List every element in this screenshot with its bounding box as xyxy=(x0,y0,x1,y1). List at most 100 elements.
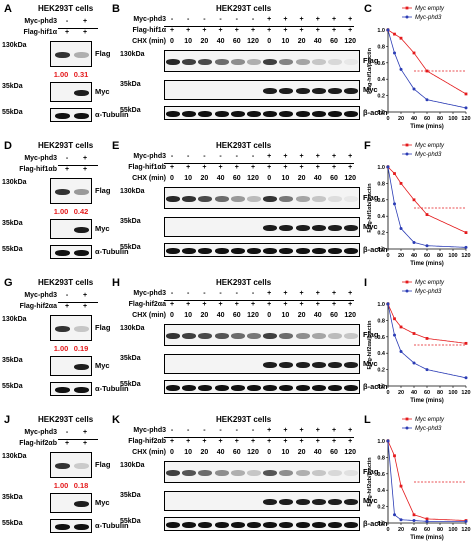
blot-strip xyxy=(164,324,360,346)
band-ratio: 1.00 xyxy=(53,207,69,216)
condition-sign: - xyxy=(235,16,238,23)
time-label: 60 xyxy=(330,175,338,182)
protein-band xyxy=(311,59,326,65)
y-tick-label: 0.0 xyxy=(377,110,385,116)
molecular-weight: 130kDa xyxy=(120,51,145,58)
band-label: Flag xyxy=(95,323,111,332)
time-label: 120 xyxy=(344,312,357,319)
data-point-myc-phd3 xyxy=(393,513,396,517)
protein-band xyxy=(295,225,310,231)
molecular-weight: 55kDa xyxy=(120,381,141,388)
protein-band xyxy=(295,248,310,254)
condition-label: Flag-hif2αb xyxy=(19,440,57,447)
coexpression-panel: G HEK293T cells Myc-phd3 - + Flag-hif2αa + +130… xyxy=(0,274,129,411)
coexpression-panel: J HEK293T cells Myc-phd3 - + Flag-hif2αb + +130… xyxy=(0,411,129,548)
protein-band xyxy=(74,189,89,195)
condition-sign: - xyxy=(203,16,206,23)
band-label: Myc xyxy=(363,85,378,94)
molecular-weight: 130kDa xyxy=(2,316,27,323)
legend-marker xyxy=(405,143,409,147)
band-label: Flag xyxy=(95,460,111,469)
protein-band xyxy=(263,333,278,339)
decay-chart-panel: L 0.0 0.2 0.4 0.6 0.8 1.0 0 20 40 60 80 100 120 Time (… xyxy=(362,411,471,548)
x-tick-label: 100 xyxy=(448,390,457,396)
y-axis-label: Flag-hif1α/β-actin xyxy=(367,47,373,93)
coexpression-panel: D HEK293T cells Myc-phd3 - + Flag-hif1αb + +130… xyxy=(0,137,129,274)
molecular-weight: 35kDa xyxy=(2,494,23,501)
molecular-weight: 55kDa xyxy=(2,383,23,390)
y-axis-label: Flag-hif2αa/β-actin xyxy=(367,320,373,370)
time-label: 120 xyxy=(247,312,259,319)
time-label: 20 xyxy=(200,312,209,319)
panel-title: HEK293T cells xyxy=(216,4,272,13)
data-point-myc-phd3 xyxy=(386,439,390,443)
protein-band xyxy=(344,111,359,117)
molecular-weight: 35kDa xyxy=(2,220,23,227)
legend-label: Myc-phd3 xyxy=(415,289,442,295)
condition-sign: + xyxy=(234,164,239,171)
condition-label: Flag-hif1αb xyxy=(19,166,57,173)
protein-band xyxy=(74,326,89,332)
time-label: 40 xyxy=(216,38,225,45)
chx-panel: K HEK293T cells Myc-phd3 Flag-hif2αb CHX (mi… xyxy=(108,411,388,548)
data-point-myc-empty xyxy=(393,317,396,321)
band-ratio: 1.00 xyxy=(53,481,69,490)
time-label: 0 xyxy=(267,38,272,45)
panel-letter: K xyxy=(112,414,120,426)
blot-strip xyxy=(164,380,360,394)
panel-letter: C xyxy=(364,3,372,15)
x-tick-label: 120 xyxy=(461,116,470,122)
time-label: 20 xyxy=(297,312,306,319)
condition-sign: + xyxy=(315,164,320,171)
protein-band xyxy=(295,362,310,368)
legend-marker xyxy=(405,417,409,421)
condition-label: Myc-phd3 xyxy=(24,429,57,436)
protein-band xyxy=(198,333,213,339)
condition-sign: + xyxy=(315,290,320,297)
y-tick-label: 0.8 xyxy=(377,455,385,461)
x-tick-label: 120 xyxy=(461,390,470,396)
panel-letter: L xyxy=(364,414,371,426)
blot-strip xyxy=(50,452,92,478)
protein-band xyxy=(166,470,180,476)
protein-band xyxy=(230,385,245,391)
molecular-weight: 55kDa xyxy=(2,109,23,116)
protein-band xyxy=(263,88,278,94)
panel-title: HEK293T cells xyxy=(38,415,94,424)
data-point-myc-phd3 xyxy=(399,518,403,522)
condition-sign: + xyxy=(64,440,70,447)
blot-strip xyxy=(50,382,92,396)
condition-label: Myc-phd3 xyxy=(24,292,57,299)
band-label: β-actin xyxy=(363,382,388,391)
protein-band xyxy=(311,522,326,528)
band-label: Flag xyxy=(95,186,111,195)
blot-strip xyxy=(164,187,360,209)
time-label: 120 xyxy=(247,38,259,45)
series-line-myc-empty xyxy=(387,440,466,521)
molecular-weight: 130kDa xyxy=(2,42,27,49)
protein-band xyxy=(279,196,294,202)
protein-band xyxy=(230,111,245,117)
y-tick-label: 0.2 xyxy=(377,505,385,511)
protein-band xyxy=(198,470,213,476)
data-point-myc-phd3 xyxy=(412,519,416,523)
band-ratio: 1.00 xyxy=(53,344,69,353)
condition-sign: + xyxy=(283,427,288,434)
x-tick-label: 100 xyxy=(448,116,457,122)
condition-sign: + xyxy=(348,16,353,23)
time-label: 0 xyxy=(170,38,174,45)
x-tick-label: 100 xyxy=(448,527,457,533)
x-tick-label: 40 xyxy=(411,390,417,396)
condition-sign: + xyxy=(283,27,288,34)
band-label: α-Tubulin xyxy=(95,521,129,530)
blot-strip xyxy=(50,82,92,102)
data-point-myc-phd3 xyxy=(412,87,416,91)
protein-band xyxy=(279,111,294,117)
y-axis-label: Flag-hif2αb/β-actin xyxy=(367,457,373,507)
condition-sign: + xyxy=(218,164,223,171)
protein-band xyxy=(311,225,326,231)
protein-band xyxy=(247,470,261,476)
data-point-myc-phd3 xyxy=(464,106,468,110)
condition-sign: + xyxy=(315,301,320,308)
protein-band xyxy=(295,522,310,528)
